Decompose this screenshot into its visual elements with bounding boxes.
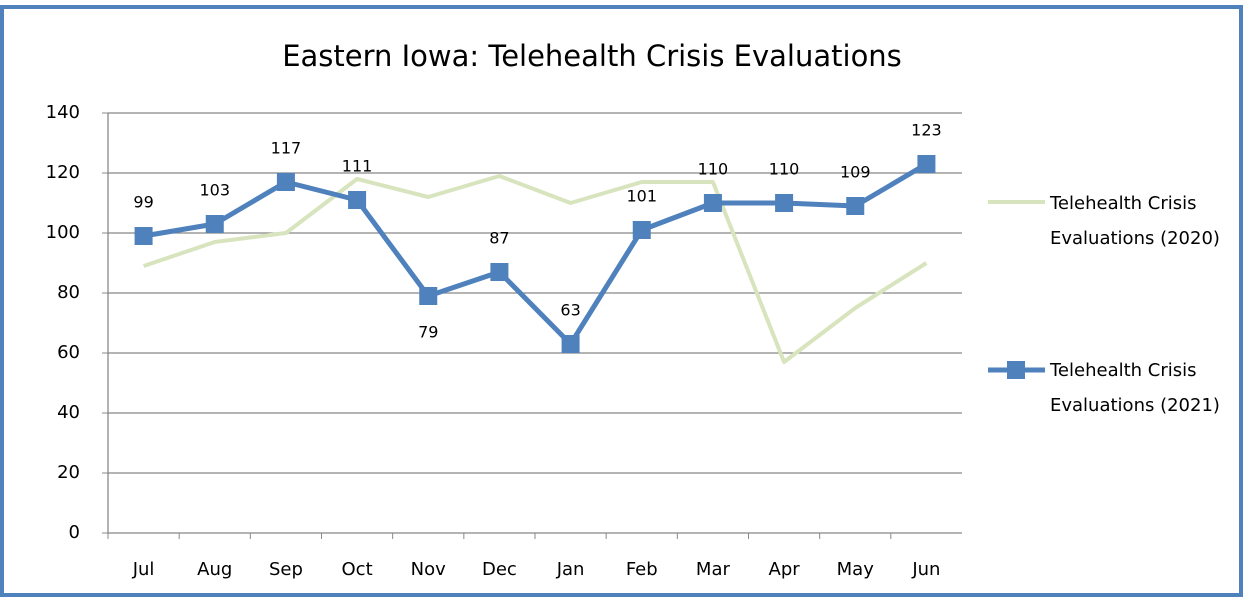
legend-label: Telehealth Crisis Evaluations (2020) <box>1050 193 1220 249</box>
marker <box>846 197 865 215</box>
x-tick-label: May <box>837 559 875 580</box>
marker <box>632 221 651 239</box>
data-label: 79 <box>418 323 438 342</box>
marker <box>205 215 224 233</box>
marker <box>561 335 580 353</box>
y-tick-label: 60 <box>57 342 80 363</box>
y-tick-label: 100 <box>46 222 80 243</box>
y-tick-label: 80 <box>57 282 80 303</box>
x-tick-label: Apr <box>769 559 801 580</box>
y-tick-label: 140 <box>46 102 80 123</box>
x-tick-label: Dec <box>482 559 517 580</box>
marker <box>419 287 438 305</box>
data-label: 117 <box>271 139 302 158</box>
data-label: 109 <box>840 163 871 182</box>
series-line <box>142 174 928 364</box>
marker <box>276 173 295 191</box>
x-tick-label: Jun <box>911 559 940 580</box>
frame-border <box>0 5 1243 597</box>
x-tick-label: Aug <box>197 559 232 580</box>
data-label: 123 <box>911 121 942 140</box>
x-tick-label: Feb <box>626 559 658 580</box>
data-label: 87 <box>489 229 509 248</box>
marker <box>134 227 153 245</box>
legend-label: Telehealth Crisis Evaluations (2021) <box>1050 360 1220 416</box>
legend-marker <box>1007 361 1025 379</box>
x-tick-label: Jul <box>132 559 155 580</box>
chart-title: Eastern Iowa: Telehealth Crisis Evaluati… <box>282 39 902 73</box>
data-label: 99 <box>133 193 153 212</box>
y-tick-label: 40 <box>57 402 80 423</box>
data-label: 103 <box>199 181 230 200</box>
data-label: 101 <box>626 187 657 206</box>
x-tick-label: Nov <box>411 559 446 580</box>
data-label: 110 <box>769 160 800 179</box>
y-tick-label: 0 <box>69 522 80 543</box>
marker <box>775 194 794 212</box>
data-label: 63 <box>560 301 580 320</box>
marker <box>490 263 509 281</box>
y-tick-label: 120 <box>46 162 80 183</box>
marker <box>917 155 936 173</box>
x-tick-label: Oct <box>342 559 373 580</box>
marker <box>703 194 722 212</box>
x-tick-label: Sep <box>269 559 303 580</box>
data-label: 110 <box>698 160 729 179</box>
x-tick-label: Mar <box>696 559 731 580</box>
x-tick-label: Jan <box>556 559 585 580</box>
data-label: 111 <box>342 157 373 176</box>
marker <box>348 191 367 209</box>
series-line <box>143 161 928 347</box>
y-tick-label: 20 <box>57 462 80 483</box>
